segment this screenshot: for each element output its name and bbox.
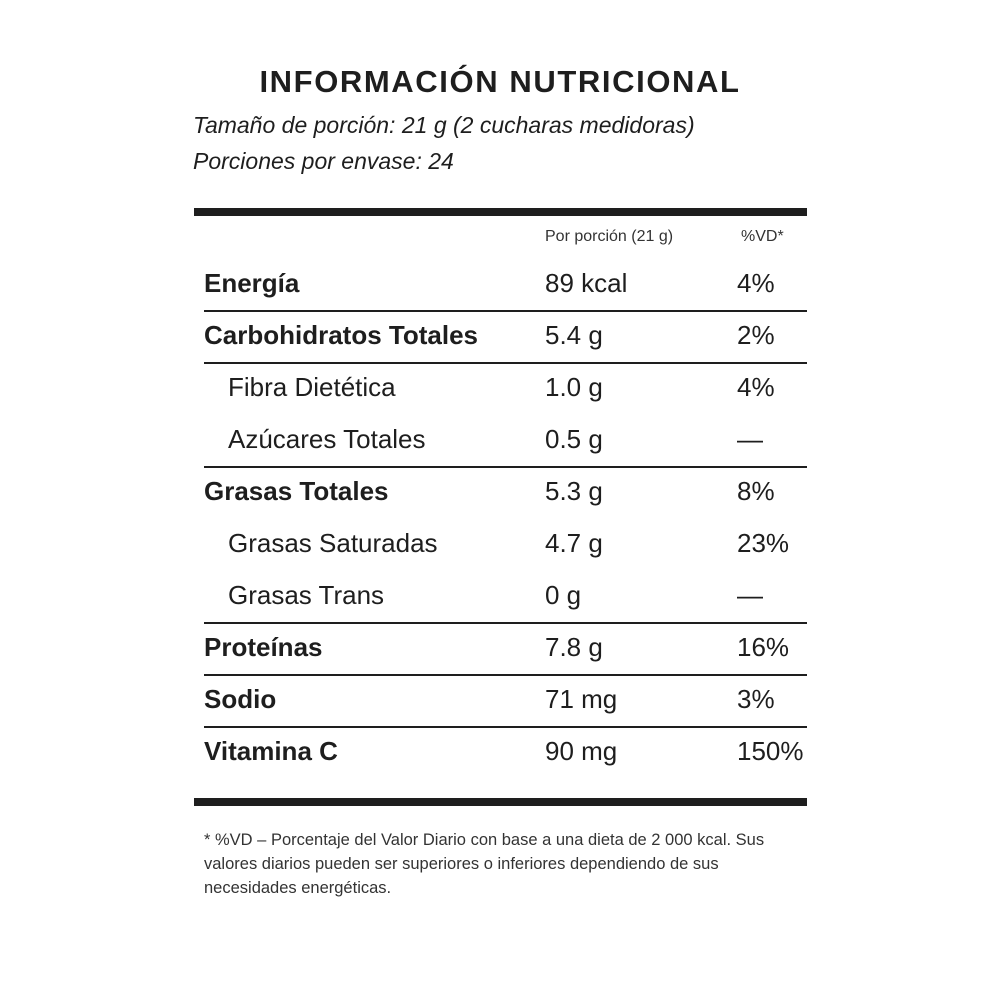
nutrient-name: Carbohidratos Totales [204, 320, 479, 350]
row-divider [204, 622, 807, 624]
amount: 7.8 g [545, 632, 603, 662]
daily-value: 4% [737, 268, 775, 298]
nutrient-name: Grasas Totales [204, 476, 389, 506]
row-divider [204, 726, 807, 728]
nutrient-name: Grasas Saturadas [228, 528, 438, 558]
nutrient-name: Energía [204, 268, 300, 298]
amount: 4.7 g [545, 528, 603, 558]
row-divider [204, 674, 807, 676]
amount: 89 kcal [545, 268, 628, 298]
daily-value: 16% [737, 632, 790, 662]
nutrient-name: Proteínas [204, 632, 323, 662]
amount: 5.3 g [545, 476, 603, 506]
top-bar [194, 208, 807, 216]
daily-value: 150% [737, 736, 804, 766]
column-header: %VD* [741, 228, 784, 245]
footnote: * %VD – Porcentaje del Valor Diario con … [204, 831, 765, 897]
amount: 71 mg [545, 684, 618, 714]
daily-value: 8% [737, 476, 775, 506]
nutrient-name: Sodio [204, 684, 277, 714]
daily-value: — [737, 424, 763, 454]
nutrient-name: Grasas Trans [228, 580, 385, 610]
nutrient-name: Fibra Dietética [228, 372, 396, 402]
row-divider [204, 362, 807, 364]
daily-value: 4% [737, 372, 775, 402]
servings-per-container: Porciones por envase: 24 [193, 148, 454, 174]
row-divider [204, 466, 807, 468]
row-divider [204, 310, 807, 312]
daily-value: 23% [737, 528, 790, 558]
column-header: Por porción (21 g) [545, 228, 674, 245]
nutrient-name: Vitamina C [204, 736, 338, 766]
daily-value: 3% [737, 684, 775, 714]
amount: 0 g [545, 580, 582, 610]
amount: 90 mg [545, 736, 618, 766]
serving-size: Tamaño de porción: 21 g (2 cucharas medi… [193, 112, 695, 138]
amount: 0.5 g [545, 424, 603, 454]
amount: 1.0 g [545, 372, 603, 402]
daily-value: 2% [737, 320, 775, 350]
bottom-bar [194, 798, 807, 806]
title: INFORMACIÓN NUTRICIONAL [259, 64, 741, 99]
nutrient-name: Azúcares Totales [228, 424, 426, 454]
daily-value: — [737, 580, 763, 610]
amount: 5.4 g [545, 320, 603, 350]
